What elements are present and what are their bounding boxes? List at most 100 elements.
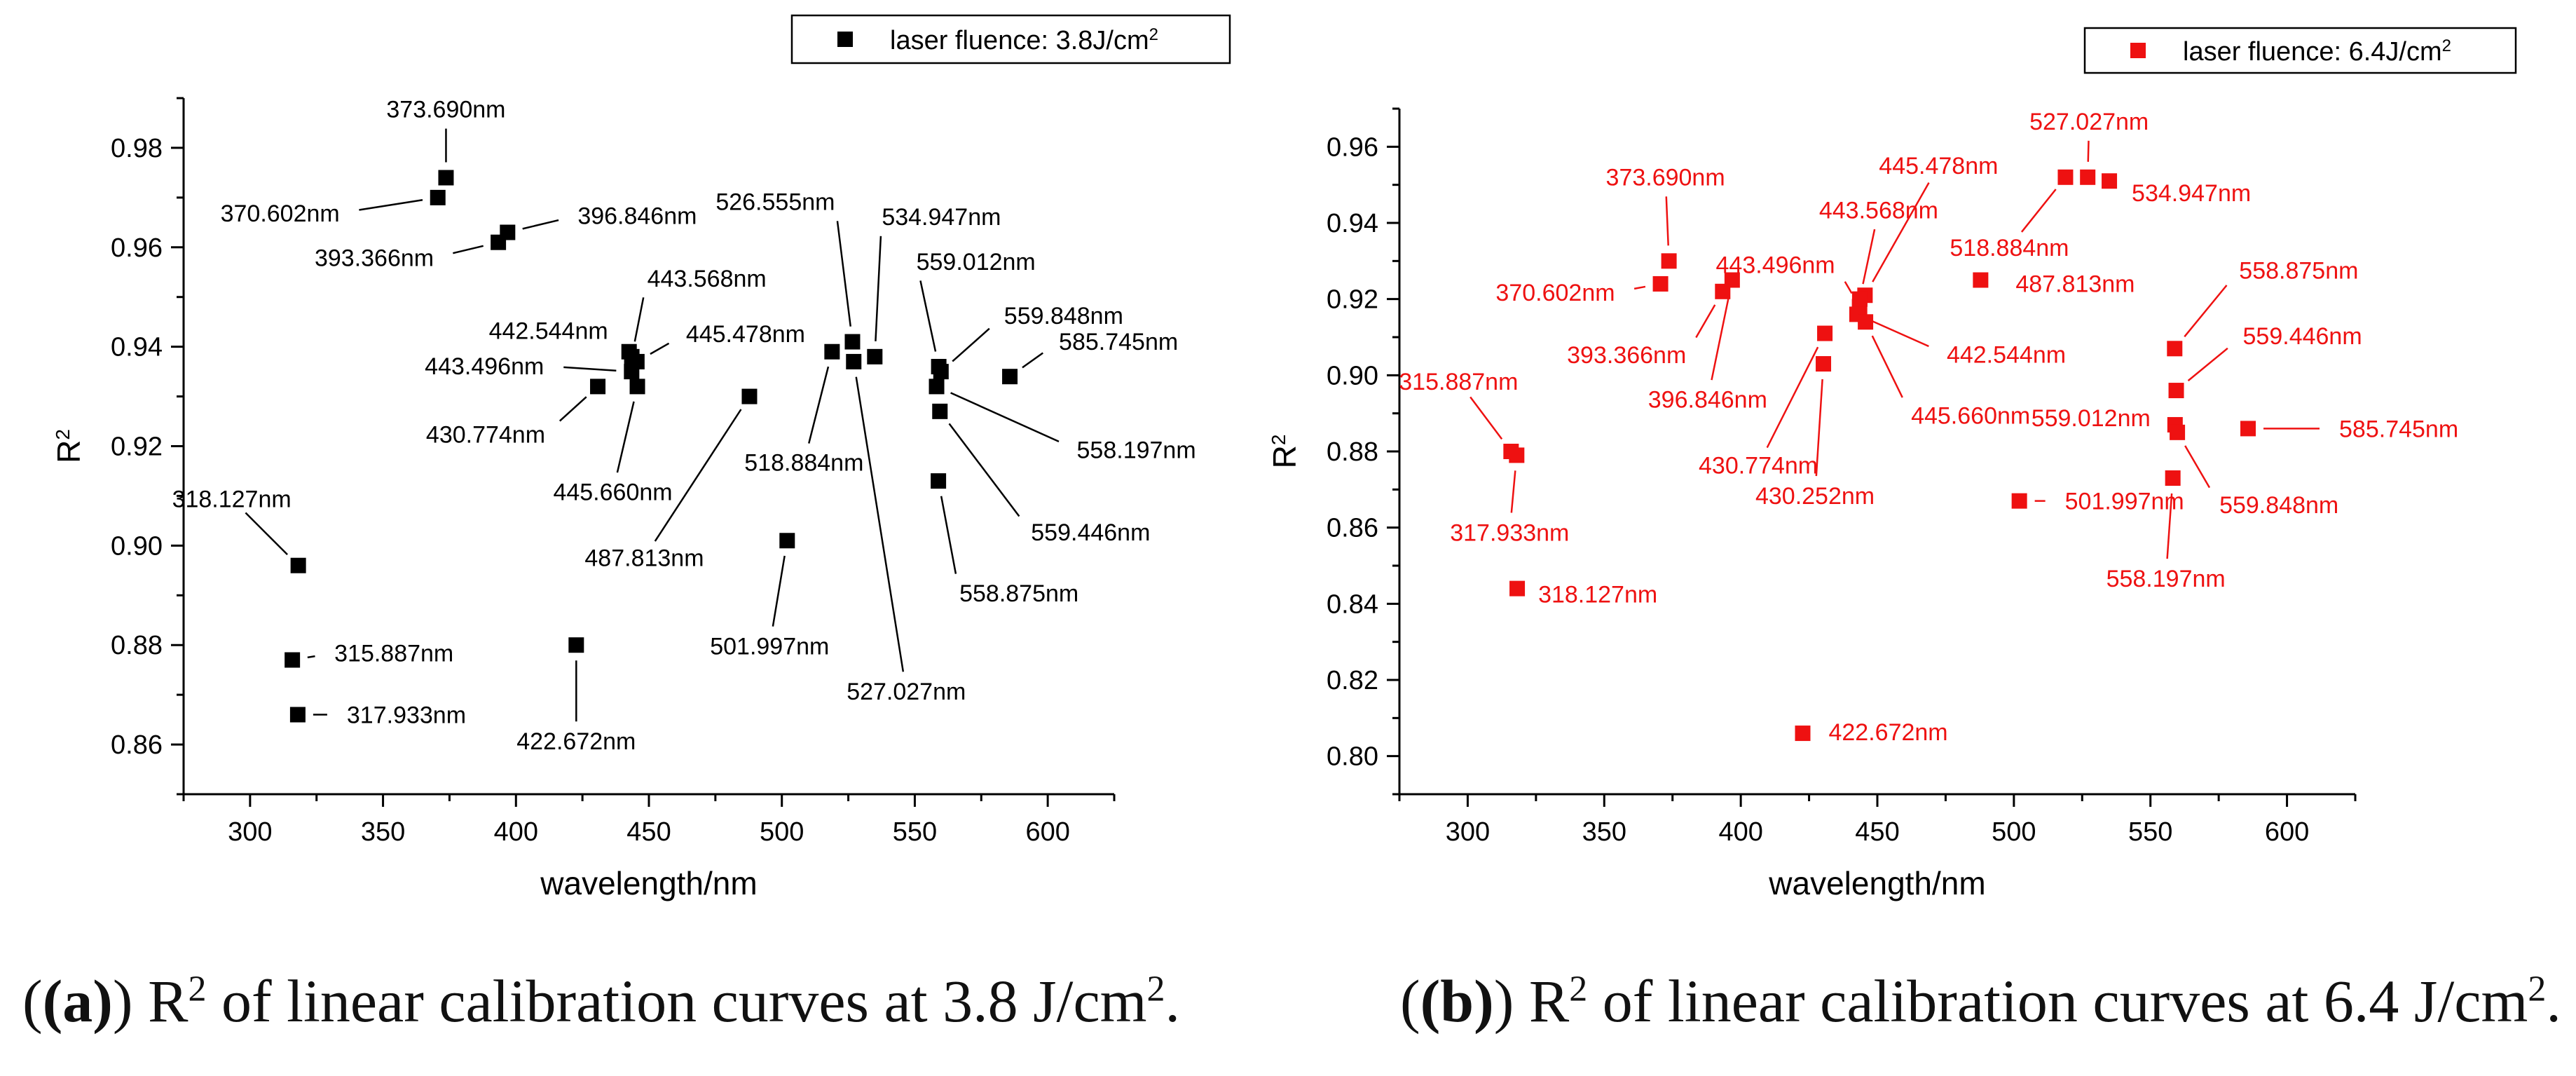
- x-tick-label: 600: [2265, 817, 2309, 847]
- leader-line: [2187, 347, 2228, 382]
- leader-line: [359, 199, 423, 211]
- caption-b-end: .: [2546, 967, 2561, 1035]
- caption-a-sup2: 2: [1146, 969, 1165, 1009]
- legend-text-sup: 2: [2442, 36, 2451, 55]
- legend-marker: [2130, 43, 2146, 58]
- y-tick-label: 0.92: [111, 433, 163, 462]
- point-label: 445.660nm: [553, 479, 672, 505]
- point-label: 370.602nm: [1495, 280, 1615, 306]
- y-tick-label: 0.80: [1327, 742, 1378, 772]
- point-label: 559.446nm: [2243, 323, 2362, 350]
- leader-line: [855, 376, 905, 672]
- point-label: 317.933nm: [347, 702, 466, 729]
- x-tick-label: 550: [2128, 817, 2172, 847]
- point-label: 518.884nm: [744, 450, 863, 477]
- point-label: 443.496nm: [425, 353, 544, 380]
- data-point: [867, 348, 883, 365]
- data-point: [290, 557, 306, 573]
- data-point: [931, 473, 947, 489]
- data-point: [438, 170, 454, 186]
- point-label: 445.660nm: [1911, 402, 2030, 429]
- y-tick-label: 0.84: [1327, 590, 1378, 619]
- point-label: 487.813nm: [584, 545, 704, 572]
- data-point: [624, 364, 640, 380]
- leader-line: [1872, 182, 1930, 282]
- data-point: [933, 364, 949, 380]
- leader-line: [772, 555, 786, 627]
- legend-box: [790, 14, 1231, 64]
- x-tick-label: 400: [494, 817, 538, 847]
- y-tick-label: 0.94: [1327, 209, 1378, 238]
- leader-line: [2184, 285, 2228, 338]
- y-tick-label: 0.88: [1327, 437, 1378, 467]
- y-axis-label-sup: 2: [1268, 435, 1289, 446]
- x-tick-label: 450: [1855, 817, 1899, 847]
- data-point: [2168, 383, 2184, 399]
- x-axis-label: wavelength/nm: [540, 865, 757, 901]
- data-point: [844, 334, 861, 350]
- leader-line: [559, 396, 587, 422]
- point-label: 445.478nm: [1879, 153, 1998, 179]
- point-label: 526.555nm: [715, 189, 835, 216]
- leader-line: [1633, 285, 1646, 290]
- legend-text-sup: 2: [1149, 25, 1158, 44]
- leader-line: [919, 280, 937, 352]
- data-point: [824, 343, 840, 360]
- caption-a-letter: (a): [42, 967, 113, 1035]
- data-point: [491, 234, 507, 250]
- caption-b-r: R: [1528, 967, 1570, 1035]
- y-tick-label: 0.82: [1327, 666, 1378, 695]
- data-point: [2165, 470, 2181, 486]
- y-tick-label: 0.90: [1327, 361, 1378, 390]
- caption-a-end: .: [1165, 967, 1181, 1035]
- chart-panel-a: 300 350 400 450 500 550 600 0.86 0.88 0.90 0.92 0.9…: [50, 14, 1231, 901]
- y-tick-label: 0.96: [111, 233, 163, 263]
- point-label: 559.012nm: [917, 249, 1036, 275]
- point-label: 559.446nm: [1031, 519, 1150, 546]
- data-point: [2170, 424, 2186, 440]
- point-label: 443.568nm: [1819, 198, 1938, 224]
- leader-line: [245, 512, 288, 556]
- y-axis-label: R2: [1266, 435, 1303, 469]
- point-label: 585.745nm: [2339, 416, 2458, 442]
- leader-line: [1469, 396, 1503, 440]
- caption-b: ((b)) R2 of linear calibration curves at…: [1400, 967, 2561, 1035]
- point-label: 501.997nm: [710, 633, 829, 660]
- point-label: 317.933nm: [1450, 519, 1569, 546]
- point-label: 373.690nm: [1606, 164, 1725, 191]
- point-label: 487.813nm: [2015, 271, 2135, 298]
- leader-line: [654, 409, 742, 542]
- caption-a-text: of linear calibration curves at 3.8 J/cm: [206, 967, 1147, 1035]
- legend-marker: [837, 32, 853, 47]
- x-tick-label: 600: [1025, 817, 1069, 847]
- point-label: 445.478nm: [686, 321, 805, 348]
- data-point: [1816, 356, 1832, 372]
- caption-a-r: R: [148, 967, 189, 1035]
- legend-text: laser fluence: 3.8J/cm2: [890, 25, 1158, 56]
- y-tick-label: 0.96: [1327, 132, 1378, 162]
- x-tick-label: 500: [760, 817, 804, 847]
- data-point: [430, 189, 446, 205]
- y-tick-label: 0.90: [111, 531, 163, 561]
- leader-line: [1862, 229, 1876, 285]
- leader-line: [952, 327, 990, 362]
- leader-line: [2020, 189, 2057, 233]
- data-point: [932, 403, 948, 419]
- leader-line: [2166, 493, 2173, 559]
- y-axis-label: R2: [50, 429, 87, 463]
- point-label: 396.846nm: [1648, 387, 1767, 414]
- leader-line: [950, 392, 1060, 443]
- leader-line: [616, 401, 635, 473]
- point-label: 442.544nm: [489, 318, 608, 345]
- point-label: 373.690nm: [386, 96, 505, 123]
- data-point: [1817, 325, 1833, 341]
- point-label: 501.997nm: [2065, 489, 2184, 515]
- point-label: 558.197nm: [1077, 437, 1196, 463]
- legend-box: [2083, 27, 2517, 74]
- y-tick-label: 0.86: [111, 730, 163, 760]
- leader-line: [650, 342, 670, 355]
- point-label: 396.846nm: [577, 203, 697, 230]
- point-label: 318.127nm: [172, 486, 292, 513]
- point-label: 370.602nm: [221, 200, 340, 227]
